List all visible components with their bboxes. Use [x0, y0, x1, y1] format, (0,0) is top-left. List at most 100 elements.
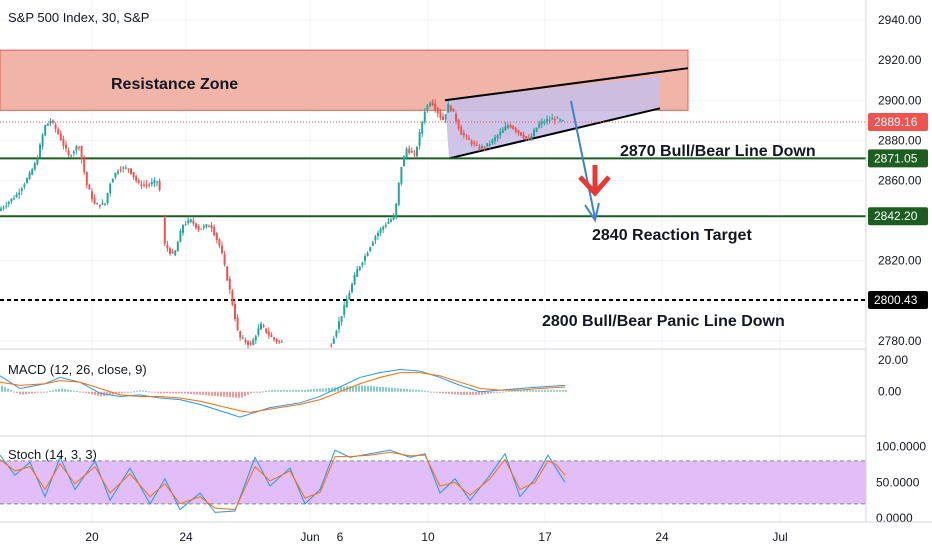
candle-body [371, 242, 374, 246]
macd-bar [235, 391, 237, 398]
macd-bar [283, 390, 285, 392]
macd-bar [208, 391, 210, 396]
macd-bar [67, 389, 69, 392]
macd-bar [268, 390, 270, 392]
candle-body [483, 147, 486, 149]
macd-bar [427, 391, 429, 393]
reaction-target-label: 2840 Reaction Target [592, 227, 752, 244]
macd-bar [457, 391, 459, 395]
candle-body [465, 135, 468, 137]
macd-bar [487, 391, 489, 394]
macd-bar [319, 388, 321, 392]
candle-body [98, 204, 101, 207]
macd-bar [253, 391, 255, 393]
macd-bar [142, 390, 144, 392]
macd-bar [280, 390, 282, 392]
macd-bar [196, 391, 198, 395]
candle-body [67, 150, 70, 156]
candle-body [249, 343, 252, 345]
macd-bar [358, 385, 360, 392]
macd-bar [100, 391, 102, 397]
macd-bar [364, 385, 366, 392]
candle-body [535, 127, 538, 132]
candle-body [267, 331, 270, 336]
macd-line [0, 368, 566, 418]
macd-bar [394, 388, 396, 392]
macd-bar [373, 386, 375, 392]
channel-upper-line [444, 67, 689, 102]
price-tick-label: 2880.00 [878, 133, 922, 147]
candle-body [397, 182, 400, 205]
macd-bar [469, 391, 471, 395]
macd-bar [466, 391, 468, 395]
price-tick-label: 2860.00 [878, 174, 922, 188]
macd-bar [85, 391, 87, 393]
macd-bar [349, 386, 351, 392]
macd-bar [490, 391, 492, 394]
candle-body [13, 198, 15, 200]
current-price-badge: 2889.16 [874, 115, 918, 129]
candle-body [10, 198, 13, 202]
projection-arrow [570, 100, 600, 223]
candle-body [83, 158, 86, 173]
candle-body [514, 127, 517, 132]
candle-body [184, 224, 187, 226]
candle-body [210, 225, 213, 229]
macd-bar [520, 390, 522, 392]
candle-body [434, 103, 437, 110]
candle-body [52, 120, 54, 123]
candle-body [426, 105, 429, 111]
macd-bar [514, 390, 516, 392]
candle-body [481, 145, 483, 149]
macd-bar [259, 391, 261, 393]
macd-tick-label: 0.00 [878, 385, 902, 399]
macd-bar [391, 387, 393, 392]
macd-bar [91, 391, 93, 395]
candle-body [488, 144, 491, 146]
candle-body [522, 134, 525, 139]
macd-bar [517, 390, 519, 392]
candle-body [533, 130, 535, 137]
candle-body [111, 178, 114, 183]
candle-body [221, 245, 223, 254]
candle-body [236, 317, 239, 330]
time-tick-label: 17 [538, 530, 552, 544]
macd-bar [400, 388, 402, 392]
candle-body [124, 167, 127, 169]
macd-bar [277, 390, 279, 392]
macd-bar [301, 390, 303, 392]
candle-body [527, 138, 530, 140]
candle-body [543, 122, 546, 124]
macd-bar [130, 391, 132, 393]
candle-body [468, 138, 470, 140]
macd-bar [412, 389, 414, 392]
macd-bar [436, 391, 438, 393]
macd-bar [187, 391, 189, 394]
macd-bar [298, 390, 300, 392]
macd-bar [316, 388, 318, 392]
candle-body [96, 203, 99, 205]
candle-body [150, 182, 153, 185]
candle-body [200, 228, 203, 230]
macd-bar [4, 387, 6, 392]
candle-body [460, 126, 463, 135]
macd-bar [340, 386, 342, 392]
macd-bar [559, 390, 561, 392]
signal-line [0, 372, 566, 413]
candle-body [137, 180, 140, 183]
candle-body [418, 132, 421, 146]
time-axis[interactable]: 20 24 Jun 6 10 17 24 Jul [85, 530, 787, 544]
macd-bar [307, 389, 309, 392]
macd-axis[interactable]: 20.00 0.00 [878, 353, 908, 399]
macd-bar [424, 390, 426, 392]
price-tick-label: 2780.00 [878, 334, 922, 348]
macd-bar [481, 391, 483, 395]
macd-bar [109, 391, 111, 396]
candle-body [551, 118, 554, 120]
candle-body [171, 251, 174, 254]
candle-body [332, 338, 335, 344]
macd-bar [478, 391, 480, 395]
macd-bar [286, 390, 288, 392]
candle-body [405, 148, 408, 158]
